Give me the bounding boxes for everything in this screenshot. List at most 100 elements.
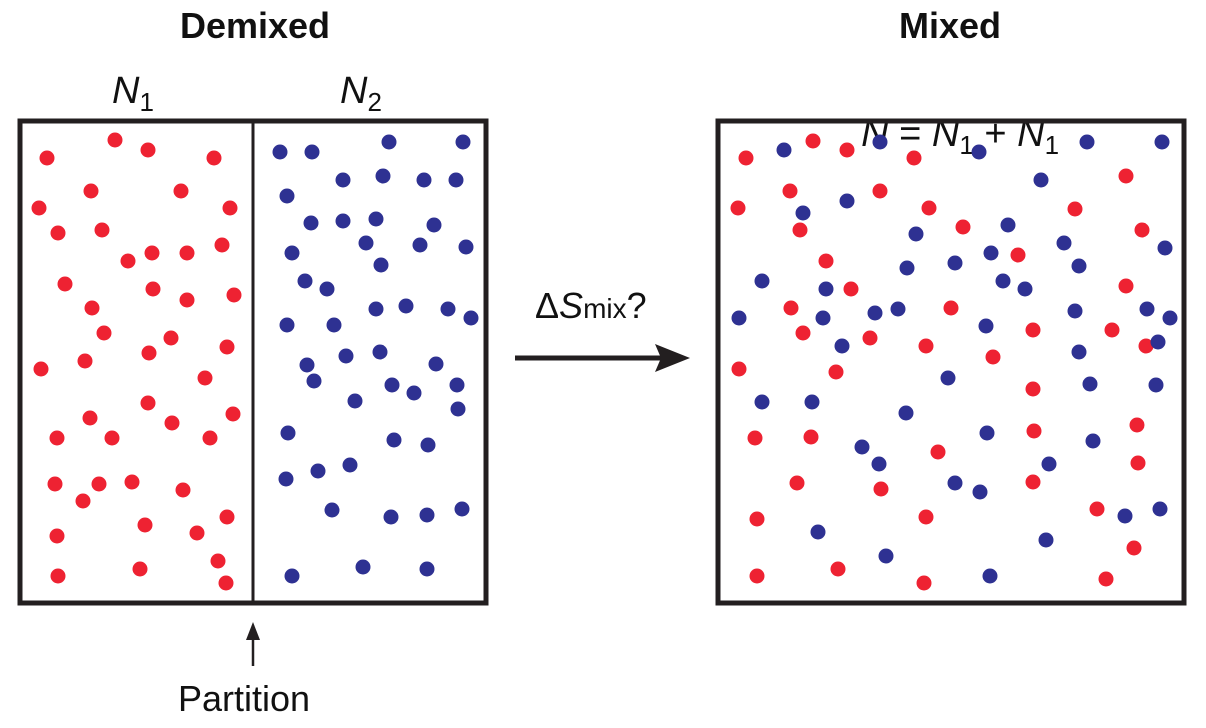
red-particle [218, 575, 234, 591]
red-particle [91, 476, 107, 492]
red-particle [47, 476, 63, 492]
red-particle [84, 300, 100, 316]
red-particle [225, 406, 241, 422]
red-particle [145, 281, 161, 297]
red-particle [1118, 168, 1134, 184]
red-particle [50, 568, 66, 584]
blue-particle [731, 310, 747, 326]
red-particle [749, 511, 765, 527]
blue-particle [815, 310, 831, 326]
blue-particle [867, 305, 883, 321]
blue-particle [358, 235, 374, 251]
blue-particle [1033, 172, 1049, 188]
red-particle [830, 561, 846, 577]
red-particle [943, 300, 959, 316]
red-particle [163, 330, 179, 346]
n1-label: N1 [112, 70, 154, 117]
particles [31, 132, 1178, 591]
red-particle [1138, 338, 1154, 354]
blue-particle [979, 425, 995, 441]
red-particle [1104, 322, 1120, 338]
red-particle [828, 364, 844, 380]
red-particle [918, 338, 934, 354]
red-particle [141, 345, 157, 361]
blue-particle [372, 344, 388, 360]
transition-arrow [515, 344, 690, 372]
mixed-title: Mixed [898, 5, 1002, 46]
red-particle [730, 200, 746, 216]
blue-particle [947, 255, 963, 271]
delta-s-mix-label: ΔSmix? [535, 285, 647, 326]
blue-particle [1148, 377, 1164, 393]
blue-particle [310, 463, 326, 479]
red-particle [1025, 322, 1041, 338]
partition-arrow [246, 622, 260, 666]
blue-particle [1154, 134, 1170, 150]
red-particle [82, 410, 98, 426]
red-particle [818, 253, 834, 269]
red-particle [94, 222, 110, 238]
red-particle [1010, 247, 1026, 263]
blue-particle [454, 501, 470, 517]
red-particle [49, 430, 65, 446]
red-particle [789, 475, 805, 491]
demixed-title: Demixed [179, 5, 331, 46]
blue-particle [368, 211, 384, 227]
partition-label: Partition [178, 678, 311, 719]
blue-particle [428, 356, 444, 372]
blue-particle [1041, 456, 1057, 472]
blue-particle [398, 298, 414, 314]
red-particle [930, 444, 946, 460]
blue-particle [1082, 376, 1098, 392]
red-particle [872, 183, 888, 199]
red-particle [906, 150, 922, 166]
blue-particle [1139, 301, 1155, 317]
blue-particle [326, 317, 342, 333]
blue-particle [319, 281, 335, 297]
red-particle [140, 395, 156, 411]
red-particle [1025, 474, 1041, 490]
blue-particle [412, 237, 428, 253]
red-particle [104, 430, 120, 446]
blue-particle [303, 215, 319, 231]
red-particle [955, 219, 971, 235]
blue-particle [947, 475, 963, 491]
blue-particle [455, 134, 471, 150]
red-particle [1025, 381, 1041, 397]
red-particle [77, 353, 93, 369]
blue-particle [804, 394, 820, 410]
blue-particle [278, 471, 294, 487]
blue-particle [995, 273, 1011, 289]
blue-particle [1017, 281, 1033, 297]
red-particle [226, 287, 242, 303]
blue-particle [908, 226, 924, 242]
red-particle [202, 430, 218, 446]
red-particle [83, 183, 99, 199]
red-particle [1129, 417, 1145, 433]
blue-particle [386, 432, 402, 448]
blue-particle [306, 373, 322, 389]
red-particle [843, 281, 859, 297]
blue-particle [458, 239, 474, 255]
blue-particle [1117, 508, 1133, 524]
blue-particle [810, 524, 826, 540]
blue-particle [1150, 334, 1166, 350]
blue-particle [335, 213, 351, 229]
blue-particle [338, 348, 354, 364]
red-particle [120, 253, 136, 269]
red-particle [222, 200, 238, 216]
blue-particle [776, 142, 792, 158]
blue-particle [280, 425, 296, 441]
red-particle [144, 245, 160, 261]
blue-particle [383, 509, 399, 525]
blue-particle [347, 393, 363, 409]
red-particle [33, 361, 49, 377]
red-particle [57, 276, 73, 292]
blue-particle [898, 405, 914, 421]
blue-particle [839, 193, 855, 209]
blue-particle [971, 144, 987, 160]
blue-particle [1085, 433, 1101, 449]
blue-particle [297, 273, 313, 289]
red-particle [782, 183, 798, 199]
blue-particle [795, 205, 811, 221]
